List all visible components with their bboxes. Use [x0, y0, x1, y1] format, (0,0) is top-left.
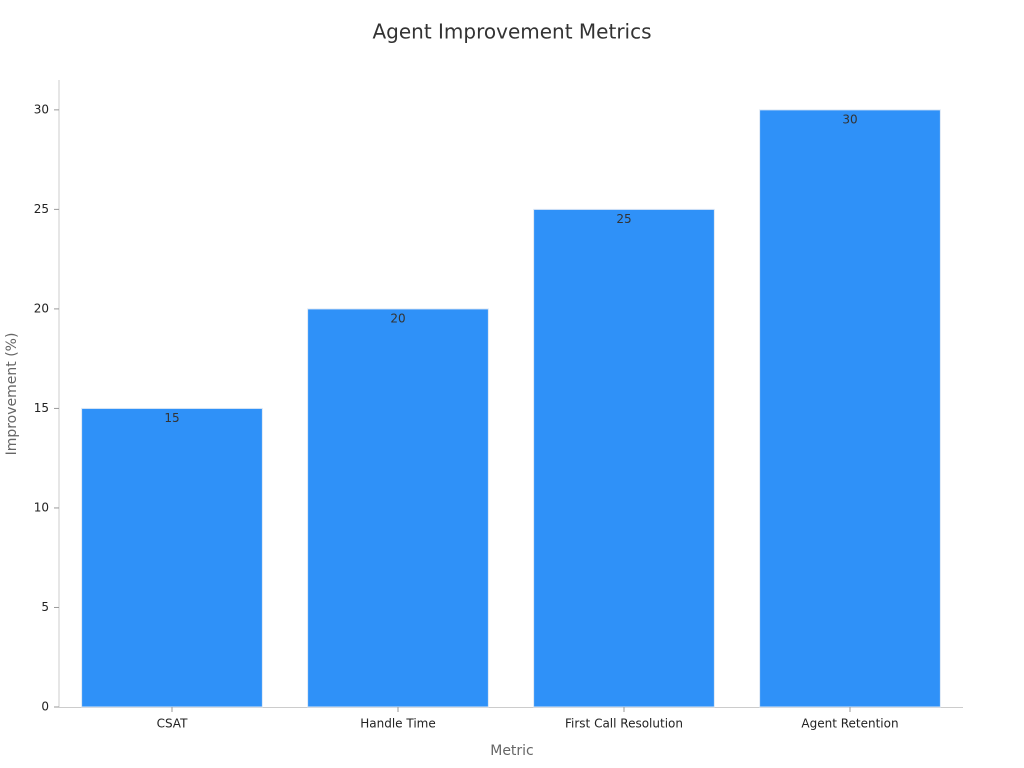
y-tick-label: 15: [34, 401, 49, 415]
bar: [759, 109, 941, 708]
y-tick-label: 25: [34, 202, 49, 216]
y-tick-label: 10: [34, 500, 49, 514]
bar: [533, 208, 715, 708]
y-axis-label: Improvement (%): [4, 333, 20, 456]
y-tick-label: 20: [34, 301, 49, 315]
data-label: 25: [616, 212, 631, 226]
x-tick-label: Agent Retention: [801, 717, 898, 731]
x-axis-label: Metric: [490, 743, 534, 759]
chart-title: Agent Improvement Metrics: [372, 20, 651, 44]
data-label: 30: [842, 112, 857, 126]
data-label: 20: [390, 311, 405, 325]
x-tick-label: Handle Time: [360, 717, 436, 731]
bar: [81, 407, 263, 708]
y-tick-label: 30: [34, 102, 49, 116]
bar: [307, 308, 489, 708]
data-label: 15: [164, 411, 179, 425]
x-tick-label: CSAT: [157, 717, 188, 731]
y-tick-label: 5: [41, 600, 49, 614]
x-tick-label: First Call Resolution: [565, 717, 683, 731]
y-tick-label: 0: [41, 700, 49, 714]
